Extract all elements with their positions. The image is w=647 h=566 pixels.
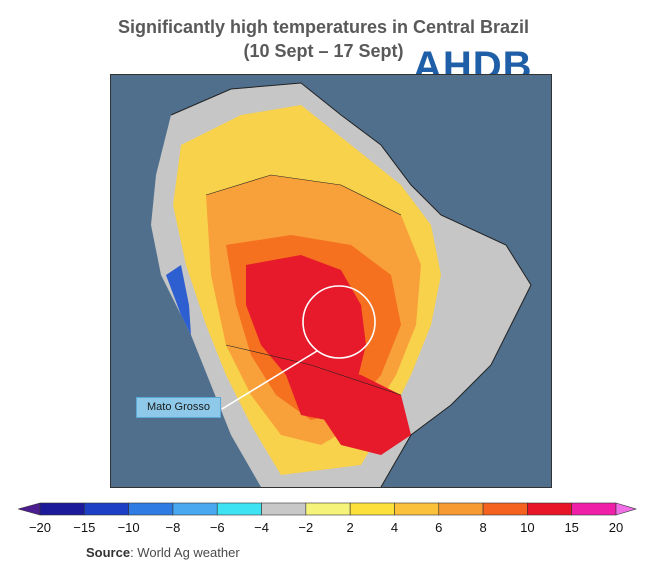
mato-grosso-callout: Mato Grosso [136, 397, 221, 418]
colorbar-tick-label: 2 [347, 520, 354, 535]
source-text: : World Ag weather [130, 545, 240, 560]
colorbar-segment [438, 502, 484, 516]
map-title-line2: (10 Sept – 17 Sept) [243, 41, 404, 61]
colorbar-segment [571, 502, 617, 516]
colorbar-segment [527, 502, 572, 516]
map-title-line1: Significantly high temperatures in Centr… [117, 17, 530, 37]
callout-leader-line [221, 350, 318, 410]
mato-grosso-highlight-circle [302, 285, 376, 359]
colorbar-tick-label: 15 [564, 520, 578, 535]
colorbar-tick-label: 20 [609, 520, 623, 535]
colorbar-segment [216, 502, 262, 516]
colorbar-segment [305, 502, 351, 516]
colorbar-segment [349, 502, 395, 516]
temperature-colorbar: −20 −15 −10 −8 −6 −4 −2 2 4 6 8 10 15 20 [18, 502, 638, 535]
colorbar-tick-label: −8 [166, 520, 181, 535]
colorbar-arrow-right [615, 502, 638, 516]
source-note: Source: World Ag weather [86, 545, 240, 560]
colorbar-tick-label: −6 [210, 520, 225, 535]
colorbar-segment [128, 502, 174, 516]
colorbar-tick-label: 10 [520, 520, 534, 535]
colorbar-tick-label: 4 [391, 520, 398, 535]
colorbar-tick-label: −20 [29, 520, 51, 535]
colorbar-segment [482, 502, 528, 516]
colorbar-segment [39, 502, 85, 516]
colorbar-segment [394, 502, 440, 516]
source-label: Source [86, 545, 131, 560]
colorbar-tick-label: −10 [118, 520, 140, 535]
temperature-anomaly-map [110, 74, 552, 488]
colorbar-tick-label: −15 [73, 520, 95, 535]
colorbar-segment [84, 502, 129, 516]
colorbar-tick-label: −4 [254, 520, 269, 535]
colorbar-arrow-left [18, 502, 41, 516]
colorbar-segment [261, 502, 307, 516]
colorbar-segment [172, 502, 218, 516]
colorbar-tick-label: 8 [479, 520, 486, 535]
colorbar-tick-label: −2 [298, 520, 313, 535]
south-america-map [111, 75, 551, 487]
colorbar-tick-label: 6 [435, 520, 442, 535]
